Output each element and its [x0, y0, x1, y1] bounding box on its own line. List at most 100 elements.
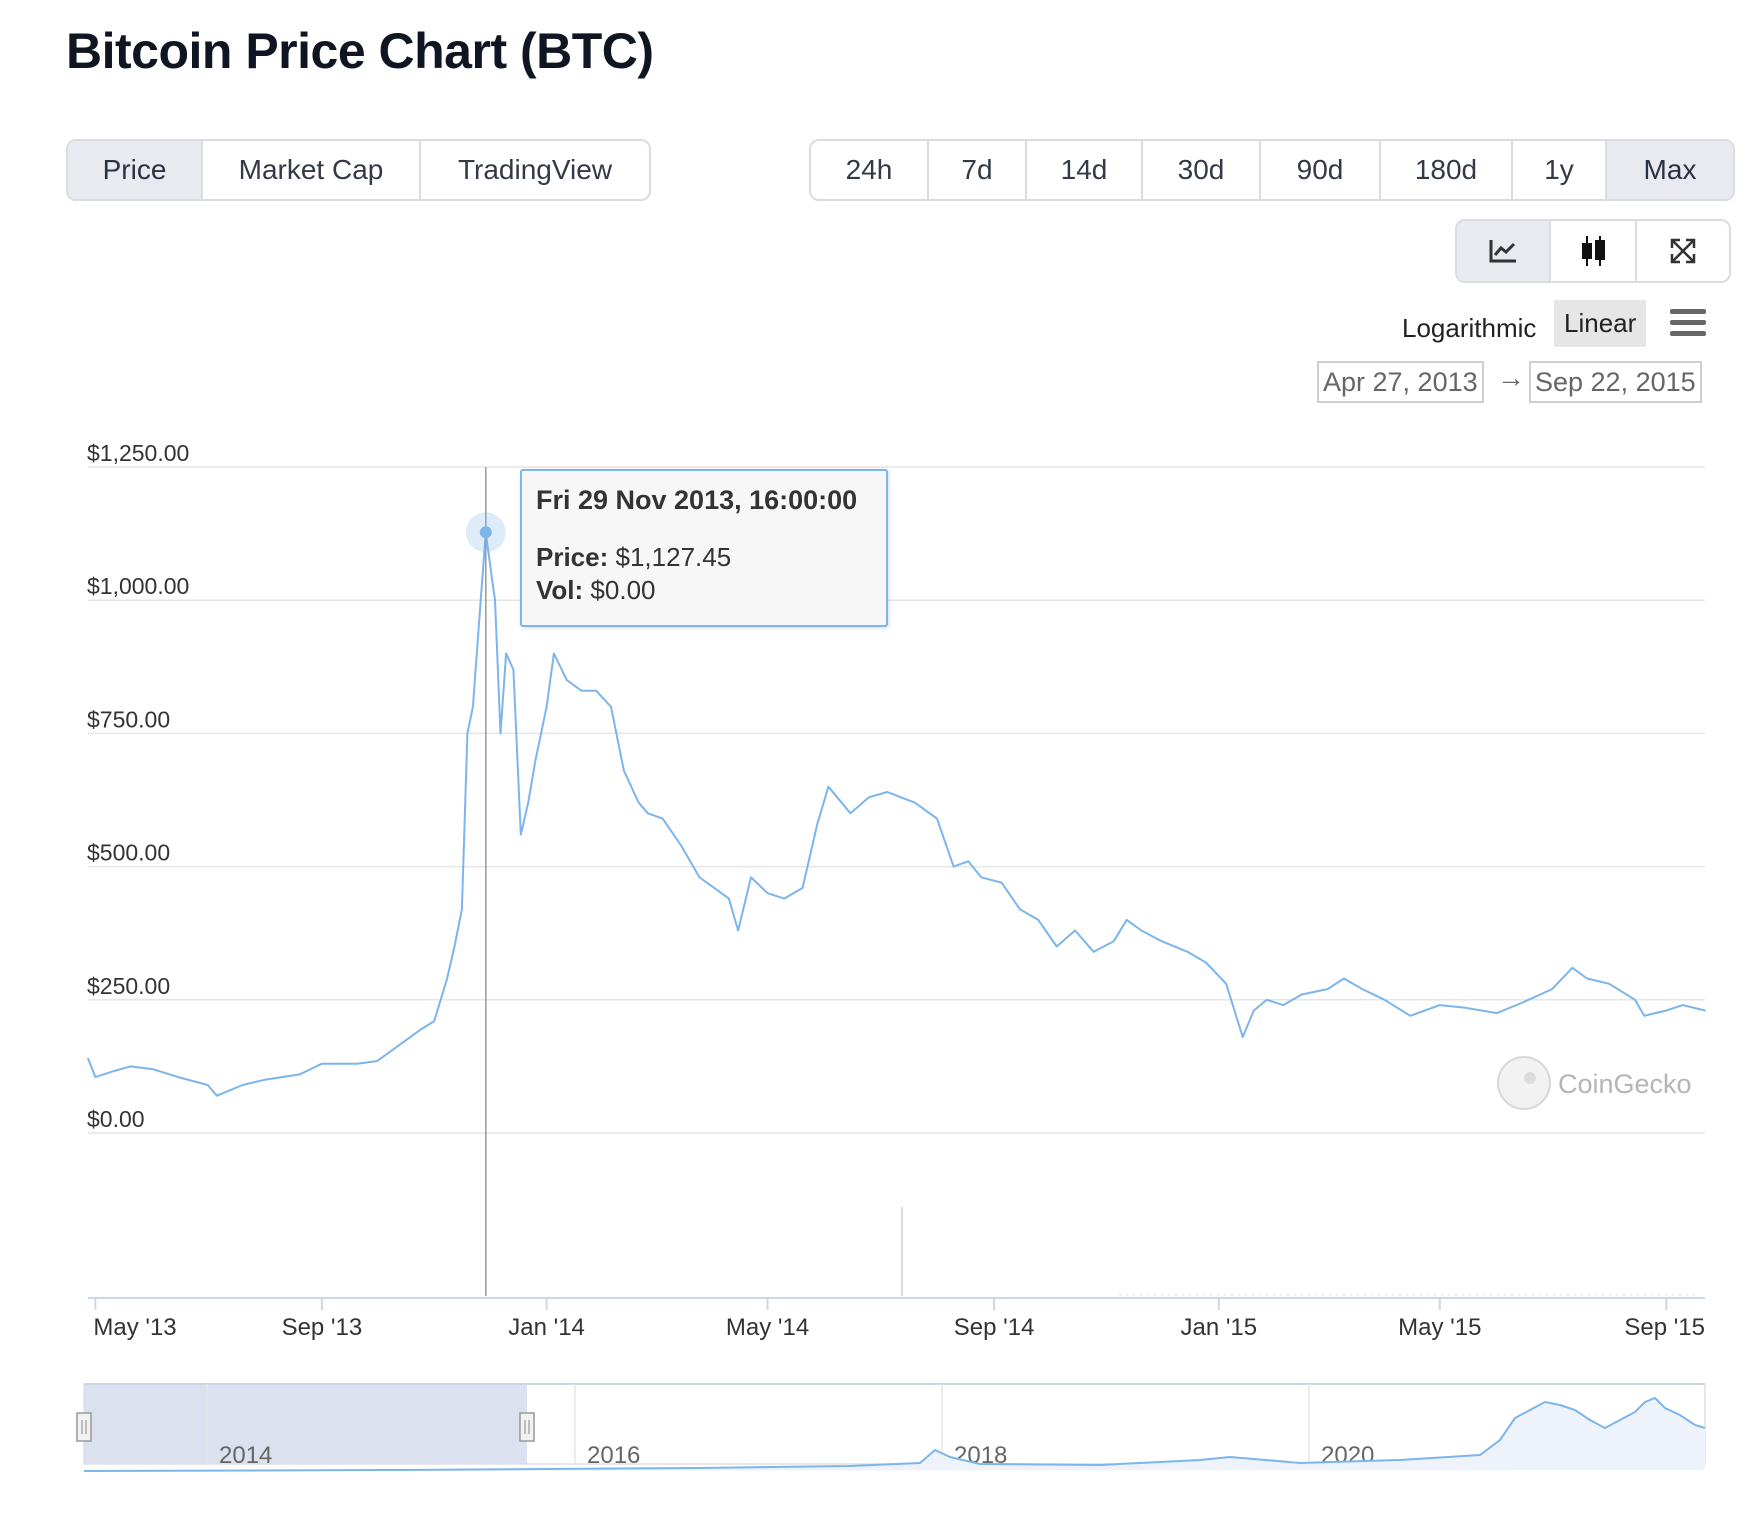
navigator-handle	[76, 1412, 92, 1442]
x-tick-label: Sep '13	[282, 1314, 363, 1341]
price-data-point	[402, 1041, 404, 1044]
price-data-point	[1551, 988, 1553, 990]
price-data-point	[610, 705, 612, 708]
x-tick-label: Jan '15	[1180, 1314, 1257, 1341]
hover-halo	[465, 512, 506, 553]
price-data-point	[1571, 967, 1574, 969]
range-max-button[interactable]: Max	[1607, 141, 1733, 199]
price-data-point	[466, 732, 469, 735]
price-data-point	[1252, 1009, 1255, 1012]
tab-price[interactable]: Price	[68, 141, 203, 199]
price-data-point	[623, 769, 625, 772]
hamburger-menu-icon[interactable]	[1670, 309, 1706, 337]
price-data-point	[827, 785, 830, 788]
price-series-line	[87, 531, 1706, 1097]
price-data-point	[356, 1062, 358, 1065]
price-data-point	[94, 1076, 97, 1078]
range-label: 14d	[1060, 154, 1108, 185]
price-data-point	[1055, 945, 1058, 948]
price-data-point	[321, 1062, 323, 1065]
price-data-point	[420, 1028, 423, 1030]
coingecko-logo-eye	[1524, 1072, 1536, 1084]
price-data-point	[914, 801, 916, 804]
range-14d-button[interactable]: 14d	[1027, 141, 1143, 199]
range-label: 24h	[845, 154, 893, 185]
range-label: 90d	[1296, 154, 1344, 185]
price-data-point	[1326, 988, 1329, 990]
navigator-year-label: 2020	[1321, 1442, 1374, 1469]
price-data-point	[728, 897, 730, 900]
price-data-point	[177, 1076, 180, 1078]
y-tick-label: $500.00	[87, 840, 170, 866]
price-data-point	[1000, 881, 1003, 884]
candlestick-button[interactable]	[1551, 221, 1637, 281]
candlestick-icon	[1582, 236, 1605, 266]
navigator-year-label: 2014	[219, 1442, 272, 1469]
price-data-point	[698, 876, 701, 879]
price-data-point	[952, 865, 955, 868]
price-data-point	[980, 876, 983, 879]
range-label: 180d	[1414, 154, 1478, 185]
price-data-point	[1438, 1004, 1441, 1006]
price-data-point	[129, 1065, 132, 1068]
linear-toggle[interactable]: Linear	[1554, 300, 1647, 347]
line-chart-button[interactable]	[1457, 221, 1551, 281]
date-from-input[interactable]: Apr 27, 2013	[1317, 361, 1484, 403]
logarithmic-toggle[interactable]: Logarithmic	[1394, 307, 1544, 350]
price-data-point	[376, 1060, 378, 1062]
range-label: 30d	[1177, 154, 1225, 185]
x-tick-label: May '15	[1398, 1314, 1481, 1341]
linear-label: Linear	[1564, 308, 1637, 338]
range-1y-button[interactable]: 1y	[1513, 141, 1607, 199]
price-data-point	[783, 897, 785, 900]
price-data-point	[1225, 983, 1227, 985]
range-90d-button[interactable]: 90d	[1261, 141, 1381, 199]
x-tick-label: May '14	[726, 1314, 809, 1341]
range-180d-button[interactable]: 180d	[1381, 141, 1513, 199]
price-data-point	[151, 1068, 154, 1070]
y-tick-label: $1,250.00	[87, 440, 189, 466]
price-data-point	[553, 652, 555, 655]
price-data-point	[206, 1084, 209, 1086]
price-data-point	[111, 1070, 113, 1073]
range-7d-button[interactable]: 7d	[929, 141, 1027, 199]
price-data-point	[1186, 951, 1189, 953]
logarithmic-label: Logarithmic	[1402, 313, 1537, 343]
tooltip-price-label: Price:	[536, 542, 609, 572]
watermark-text: CoinGecko	[1558, 1069, 1692, 1099]
price-data-point	[1019, 908, 1021, 911]
range-30d-button[interactable]: 30d	[1143, 141, 1261, 199]
time-range-selector: 24h 7d 14d 30d 90d 180d 1y Max	[809, 139, 1735, 201]
date-to-input[interactable]: Sep 22, 2015	[1529, 361, 1702, 403]
price-data-point	[1037, 919, 1040, 921]
price-data-point	[680, 844, 682, 847]
range-label: 1y	[1544, 154, 1574, 185]
price-data-point	[1140, 929, 1143, 932]
tab-price-label: Price	[102, 154, 167, 185]
fullscreen-button[interactable]	[1637, 221, 1729, 281]
price-data-point	[750, 876, 752, 879]
range-24h-button[interactable]: 24h	[811, 141, 929, 199]
price-data-point	[1343, 977, 1345, 980]
price-data-point	[566, 679, 568, 681]
price-data-point	[216, 1094, 218, 1097]
page-title: Bitcoin Price Chart (BTC)	[66, 23, 654, 79]
y-tick-label: $0.00	[87, 1106, 145, 1132]
price-data-point	[527, 801, 529, 804]
price-data-point	[816, 823, 819, 825]
price-data-point	[713, 887, 715, 889]
tooltip-price-value: $1,127.45	[615, 542, 732, 572]
tab-tradingview[interactable]: TradingView	[421, 141, 649, 199]
price-data-point	[1634, 999, 1636, 1001]
price-data-point	[519, 833, 522, 836]
coingecko-logo-icon	[1497, 1056, 1551, 1110]
price-data-point	[1113, 940, 1115, 942]
tab-market-cap[interactable]: Market Cap	[203, 141, 421, 199]
chart-tools	[1455, 219, 1731, 283]
tab-tradingview-label: TradingView	[457, 154, 613, 185]
price-data-point	[1092, 951, 1095, 953]
price-data-point	[849, 812, 852, 815]
price-data-point	[1383, 999, 1386, 1001]
price-data-point	[87, 1057, 89, 1060]
price-data-point	[637, 801, 640, 804]
